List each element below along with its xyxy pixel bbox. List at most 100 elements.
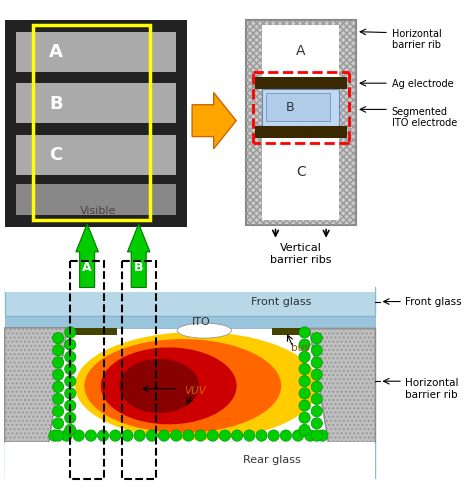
Bar (5, 20, 16, 227)
Circle shape (61, 430, 72, 441)
Polygon shape (76, 224, 98, 288)
Text: Segmented
ITO electrode: Segmented ITO electrode (392, 106, 457, 128)
Circle shape (299, 351, 310, 362)
Ellipse shape (119, 358, 199, 413)
Circle shape (53, 344, 64, 356)
Circle shape (280, 430, 291, 441)
Text: B: B (285, 101, 294, 114)
Text: B: B (134, 262, 144, 274)
Text: Rear glass: Rear glass (243, 455, 301, 465)
Bar (255, 76, 347, 89)
Bar (246, 20, 356, 225)
Circle shape (85, 430, 96, 441)
Text: Vertical
barrier ribs: Vertical barrier ribs (270, 244, 332, 265)
Bar (5, 316, 375, 328)
Text: A: A (82, 262, 92, 274)
Bar (255, 126, 347, 138)
Bar (5, 20, 187, 222)
Circle shape (65, 412, 76, 424)
Circle shape (311, 418, 322, 429)
Circle shape (65, 376, 76, 387)
Bar (5, 216, 187, 226)
Circle shape (65, 388, 76, 399)
Bar (262, 25, 339, 76)
Bar (5, 72, 187, 83)
Circle shape (244, 430, 255, 441)
Circle shape (53, 394, 64, 404)
Bar (246, 20, 356, 225)
Circle shape (146, 430, 158, 441)
Bar (5, 442, 375, 478)
Circle shape (53, 369, 64, 380)
Bar (16, 83, 176, 124)
Circle shape (195, 430, 206, 441)
Circle shape (73, 430, 84, 441)
Circle shape (134, 430, 145, 441)
Circle shape (122, 430, 133, 441)
Text: VUV: VUV (184, 386, 206, 396)
Circle shape (53, 381, 64, 392)
Circle shape (299, 339, 310, 350)
Circle shape (183, 430, 194, 441)
Circle shape (53, 332, 64, 344)
Circle shape (299, 327, 310, 338)
Circle shape (311, 394, 322, 404)
Circle shape (305, 430, 316, 441)
Circle shape (110, 430, 121, 441)
Circle shape (65, 327, 76, 338)
Circle shape (65, 339, 76, 350)
Circle shape (299, 364, 310, 374)
Circle shape (299, 388, 310, 399)
Polygon shape (192, 92, 236, 149)
Circle shape (299, 424, 310, 436)
Bar (266, 92, 330, 120)
Bar (5, 20, 187, 32)
Circle shape (299, 412, 310, 424)
Text: C: C (49, 146, 63, 164)
Text: B: B (49, 95, 63, 113)
Circle shape (232, 430, 243, 441)
Bar (5, 124, 187, 134)
Ellipse shape (61, 330, 314, 442)
Bar (5, 288, 375, 316)
Ellipse shape (101, 348, 237, 424)
Bar (176, 20, 187, 227)
Circle shape (97, 430, 109, 441)
Text: bus: bus (290, 344, 309, 353)
Text: C: C (296, 165, 306, 179)
Circle shape (256, 430, 267, 441)
Bar (16, 32, 176, 72)
Circle shape (311, 406, 322, 417)
Bar (69, 328, 117, 336)
Text: Ag electrode: Ag electrode (392, 80, 453, 90)
Bar (5, 283, 375, 292)
Circle shape (311, 430, 322, 441)
Bar (5, 173, 187, 184)
Circle shape (171, 430, 182, 441)
Polygon shape (309, 328, 375, 442)
Ellipse shape (84, 339, 281, 432)
Circle shape (65, 351, 76, 362)
Text: A: A (49, 44, 63, 62)
Text: Horizontal
barrier rib: Horizontal barrier rib (392, 29, 441, 50)
Polygon shape (5, 328, 68, 442)
Text: Visible: Visible (80, 206, 116, 216)
Circle shape (207, 430, 219, 441)
Bar (122, 261, 156, 478)
Text: Front glass: Front glass (405, 296, 461, 306)
Bar (33, 25, 150, 220)
Bar (5, 442, 375, 489)
Polygon shape (128, 224, 150, 288)
Circle shape (53, 406, 64, 417)
Circle shape (299, 400, 310, 411)
Circle shape (53, 357, 64, 368)
Circle shape (311, 357, 322, 368)
Circle shape (292, 430, 304, 441)
Circle shape (311, 332, 322, 344)
Circle shape (311, 369, 322, 380)
Bar (262, 89, 339, 126)
Bar (16, 134, 176, 175)
Circle shape (49, 430, 60, 441)
Bar (262, 25, 339, 220)
Bar (272, 328, 308, 336)
